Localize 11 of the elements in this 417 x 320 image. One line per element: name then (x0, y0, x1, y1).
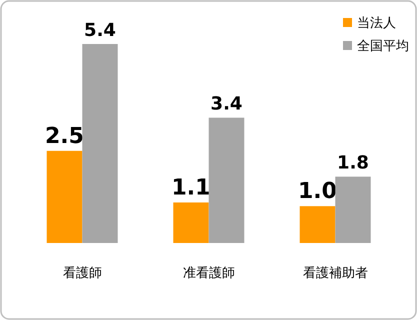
legend-label: 当法人 (357, 16, 396, 31)
data-label: 1.1 (172, 175, 210, 200)
data-label: 3.4 (210, 94, 242, 115)
x-tick-label: 看護師 (62, 266, 102, 281)
x-tick-label: 准看護師 (182, 266, 235, 281)
legend-label: 全国平均 (357, 39, 409, 54)
data-label: 2.5 (45, 124, 84, 149)
x-tick-label: 看護補助者 (302, 266, 368, 281)
data-label: 1.8 (337, 152, 369, 174)
data-label: 1.0 (298, 179, 337, 204)
data-label: 5.4 (84, 20, 116, 41)
